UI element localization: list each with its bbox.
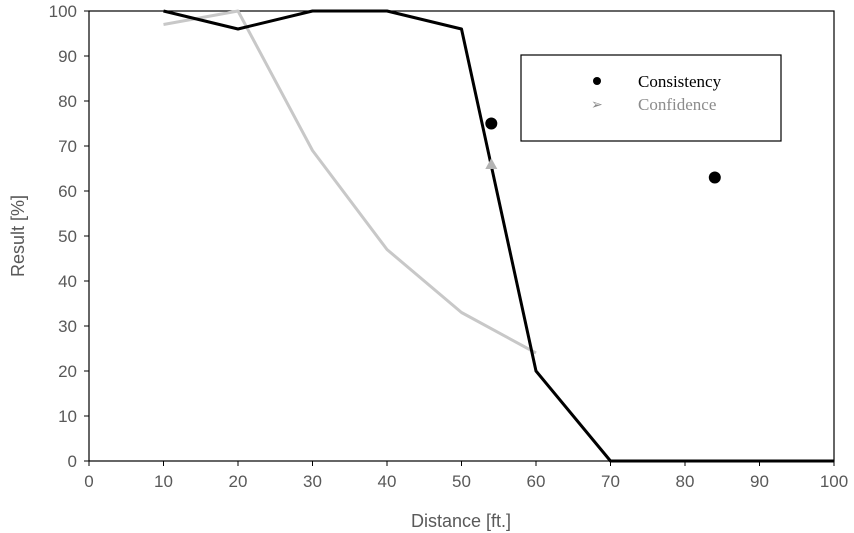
data-point-confidence bbox=[485, 158, 498, 169]
legend-box bbox=[520, 54, 782, 142]
legend-consistency-label: Consistency bbox=[638, 72, 722, 91]
series-line-consistency bbox=[163, 9, 834, 463]
x-tick-label: 20 bbox=[229, 472, 248, 491]
y-tick-label: 30 bbox=[58, 317, 77, 336]
x-axis: 0 10 20 30 40 50 60 70 80 90 100 bbox=[84, 461, 848, 491]
x-tick-label: 70 bbox=[601, 472, 620, 491]
y-tick-label: 10 bbox=[58, 407, 77, 426]
y-tick-label: 20 bbox=[58, 362, 77, 381]
y-tick-label: 70 bbox=[58, 137, 77, 156]
x-tick-label: 30 bbox=[303, 472, 322, 491]
y-axis-title: Result [%] bbox=[8, 195, 28, 277]
legend-confidence-label: Confidence bbox=[638, 95, 716, 114]
y-tick-label: 80 bbox=[58, 92, 77, 111]
y-tick-label: 90 bbox=[58, 47, 77, 66]
y-tick-label: 40 bbox=[58, 272, 77, 291]
legend-consistency-marker bbox=[593, 77, 601, 85]
legend: Consistency ➢ Confidence bbox=[520, 54, 782, 142]
series-line-confidence bbox=[163, 9, 537, 355]
x-axis-title: Distance [ft.] bbox=[411, 511, 511, 531]
data-point-consistency bbox=[708, 171, 721, 184]
x-tick-label: 90 bbox=[750, 472, 769, 491]
x-tick-label: 60 bbox=[527, 472, 546, 491]
y-tick-label: 60 bbox=[58, 182, 77, 201]
x-tick-label: 40 bbox=[378, 472, 397, 491]
x-tick-label: 0 bbox=[84, 472, 93, 491]
y-tick-label: 100 bbox=[49, 2, 77, 21]
x-tick-label: 50 bbox=[452, 472, 471, 491]
legend-confidence-marker: ➢ bbox=[591, 97, 603, 113]
x-tick-label: 10 bbox=[154, 472, 173, 491]
y-tick-label: 0 bbox=[68, 452, 77, 471]
series-lines bbox=[163, 9, 834, 463]
data-point-consistency bbox=[485, 117, 498, 130]
x-tick-label: 80 bbox=[676, 472, 695, 491]
x-tick-label: 100 bbox=[820, 472, 848, 491]
y-tick-label: 50 bbox=[58, 227, 77, 246]
y-axis: 0 10 20 30 40 50 60 70 80 90 100 bbox=[49, 2, 89, 471]
